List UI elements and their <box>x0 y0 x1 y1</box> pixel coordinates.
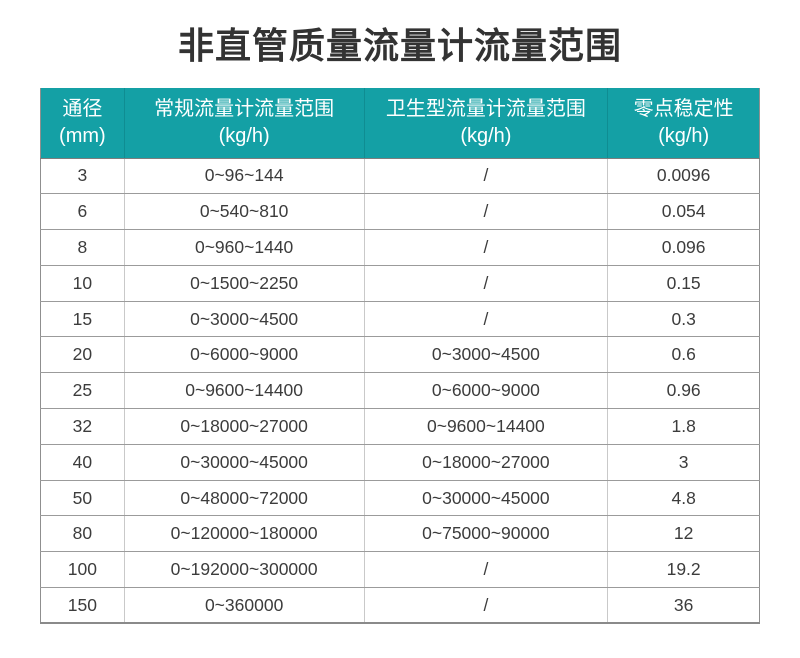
cell-zero-stability: 0.054 <box>607 193 760 231</box>
table-row: 32 0~18000~27000 0~9600~14400 1.8 <box>40 408 760 445</box>
cell-zero-stability: 0.6 <box>607 336 760 374</box>
cell-diameter: 50 <box>40 480 125 517</box>
cell-diameter: 3 <box>40 158 125 195</box>
table-row: 40 0~30000~45000 0~18000~27000 3 <box>40 444 760 481</box>
table-row: 15 0~3000~4500/0.3 <box>40 301 760 338</box>
cell-diameter: 10 <box>40 265 125 302</box>
cell-diameter: 6 <box>40 193 125 231</box>
cell-sanitary-range: / <box>364 301 609 338</box>
page-title: 非直管质量流量计流量范围 <box>177 25 622 66</box>
column-header-unit: (kg/h) <box>460 124 512 147</box>
cell-diameter: 25 <box>40 372 125 410</box>
cell-diameter: 8 <box>40 229 125 266</box>
cell-sanitary-range: / <box>364 551 609 589</box>
cell-zero-stability: 0.15 <box>607 265 760 302</box>
cell-sanitary-range: 0~9600~14400 <box>364 408 609 445</box>
cell-standard-range: 0~360000 <box>124 587 365 624</box>
column-header-label: 零点稳定性 <box>633 97 734 120</box>
cell-standard-range: 0~6000~9000 <box>124 336 365 374</box>
table-row: 50 0~48000~72000 0~30000~45000 4.8 <box>40 480 760 517</box>
cell-sanitary-range: / <box>364 265 609 302</box>
column-header-label: 卫生型流量计流量范围 <box>385 97 586 120</box>
cell-zero-stability: 12 <box>607 515 760 553</box>
cell-standard-range: 0~30000~45000 <box>124 444 365 481</box>
cell-zero-stability: 3 <box>607 444 760 481</box>
cell-standard-range: 0~9600~14400 <box>124 372 365 410</box>
column-header-unit: (kg/h) <box>658 124 710 147</box>
column-header-sanitary-range: 卫生型流量计流量范围 (kg/h) <box>364 88 609 159</box>
cell-standard-range: 0~48000~72000 <box>124 480 365 517</box>
cell-diameter: 80 <box>40 515 125 553</box>
cell-standard-range: 0~18000~27000 <box>124 408 365 445</box>
cell-sanitary-range: 0~18000~27000 <box>364 444 609 481</box>
cell-sanitary-range: / <box>364 193 609 231</box>
cell-diameter: 150 <box>40 587 125 624</box>
cell-diameter: 40 <box>40 444 125 481</box>
column-header-label: 常规流量计流量范围 <box>154 97 335 120</box>
cell-diameter: 100 <box>40 551 125 589</box>
cell-standard-range: 0~3000~4500 <box>124 301 365 338</box>
cell-sanitary-range: 0~6000~9000 <box>364 372 609 410</box>
cell-zero-stability: 36 <box>607 587 760 624</box>
table-container: 通径 (mm) 常规流量计流量范围 (kg/h) 卫生型流量计流量范围 (kg/… <box>40 88 760 625</box>
header-row: 通径 (mm) 常规流量计流量范围 (kg/h) 卫生型流量计流量范围 (kg/… <box>40 88 760 159</box>
cell-standard-range: 0~540~810 <box>124 193 365 231</box>
cell-sanitary-range: / <box>364 158 609 195</box>
flow-range-table: 通径 (mm) 常规流量计流量范围 (kg/h) 卫生型流量计流量范围 (kg/… <box>40 88 760 625</box>
cell-zero-stability: 0.0096 <box>607 158 760 195</box>
cell-zero-stability: 19.2 <box>607 551 760 589</box>
table-body: 3 0~96~144/0.0096 6 0~540~810/0.054 8 0~960~1… <box>40 158 760 624</box>
column-header-standard-range: 常规流量计流量范围 (kg/h) <box>124 88 365 159</box>
table-row: 10 0~1500~2250/0.15 <box>40 265 760 302</box>
table-row: 20 0~6000~9000 0~3000~4500 0.6 <box>40 336 760 374</box>
column-header-zero-stability: 零点稳定性 (kg/h) <box>607 88 760 159</box>
cell-zero-stability: 4.8 <box>607 480 760 517</box>
cell-standard-range: 0~960~1440 <box>124 229 365 266</box>
cell-standard-range: 0~120000~180000 <box>124 515 365 553</box>
table-row: 150 0~360000/36 <box>40 587 760 624</box>
column-header-unit: (mm) <box>59 124 106 147</box>
cell-zero-stability: 1.8 <box>607 408 760 445</box>
cell-diameter: 20 <box>40 336 125 374</box>
cell-sanitary-range: 0~3000~4500 <box>364 336 609 374</box>
cell-standard-range: 0~96~144 <box>124 158 365 195</box>
column-header-unit: (kg/h) <box>218 124 270 147</box>
cell-standard-range: 0~1500~2250 <box>124 265 365 302</box>
table-header: 通径 (mm) 常规流量计流量范围 (kg/h) 卫生型流量计流量范围 (kg/… <box>40 88 760 159</box>
cell-zero-stability: 0.96 <box>607 372 760 410</box>
table-row: 25 0~9600~14400 0~6000~9000 0.96 <box>40 372 760 410</box>
column-header-diameter: 通径 (mm) <box>40 88 125 159</box>
cell-sanitary-range: / <box>364 587 609 624</box>
cell-sanitary-range: 0~30000~45000 <box>364 480 609 517</box>
table-row: 8 0~960~1440/0.096 <box>40 229 760 266</box>
column-header-label: 通径 <box>62 97 103 120</box>
table-row: 3 0~96~144/0.0096 <box>40 158 760 195</box>
cell-standard-range: 0~192000~300000 <box>124 551 365 589</box>
table-row: 80 0~120000~180000 0~75000~90000 12 <box>40 515 760 553</box>
cell-diameter: 32 <box>40 408 125 445</box>
cell-sanitary-range: 0~75000~90000 <box>364 515 609 553</box>
cell-zero-stability: 0.3 <box>607 301 760 338</box>
cell-sanitary-range: / <box>364 229 609 266</box>
table-row: 100 0~192000~300000/19.2 <box>40 551 760 589</box>
cell-zero-stability: 0.096 <box>607 229 760 266</box>
cell-diameter: 15 <box>40 301 125 338</box>
table-row: 6 0~540~810/0.054 <box>40 193 760 231</box>
